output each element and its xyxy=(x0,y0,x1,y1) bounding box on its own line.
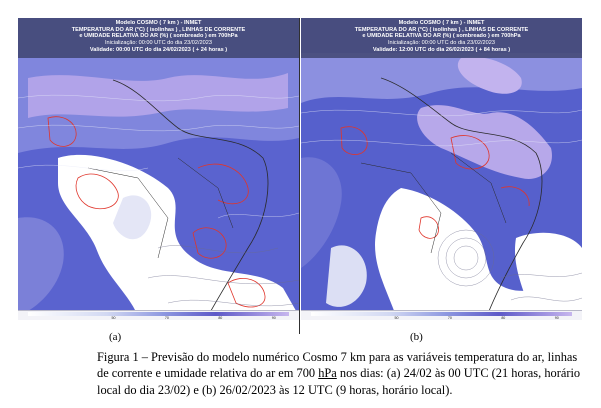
map-a-header: Modelo COSMO ( 7 km ) - INMET TEMPERATUR… xyxy=(18,18,299,58)
figure-caption: Figura 1 – Previsão do modelo numérico C… xyxy=(97,349,597,398)
colorbar-tick: 90 xyxy=(271,316,276,320)
colorbar-tick: 90 xyxy=(554,316,559,320)
header-line: Modelo COSMO ( 7 km ) - INMET xyxy=(115,20,202,26)
map-panel-a: Modelo COSMO ( 7 km ) - INMET TEMPERATUR… xyxy=(18,18,299,316)
panel-label-a: (a) xyxy=(109,331,122,343)
colorbar-tick: 70 xyxy=(447,316,452,320)
panel-divider xyxy=(299,18,300,334)
colorbar-tick: 70 xyxy=(164,316,169,320)
caption-unit: hPa xyxy=(318,366,337,381)
colorbar-tick: 80 xyxy=(218,316,223,320)
header-line: Validade: 00:00 UTC do dia 24/02/2023 ( … xyxy=(89,46,228,53)
header-line: Inicialização: 00:00 UTC do dia 23/02/20… xyxy=(105,40,212,47)
colorbar-ramp xyxy=(28,312,289,316)
header-line: TEMPERATURA DO AR (°C) ( isolinhas ) , L… xyxy=(354,26,529,33)
map-panel-b: Modelo COSMO ( 7 km ) - INMET TEMPERATUR… xyxy=(301,18,582,316)
colorbar-b: 50 70 80 90 xyxy=(301,310,582,320)
colorbar-ramp xyxy=(311,312,572,316)
caption-line: local do dia 23/02) e (b) 26/02/2023 às … xyxy=(97,382,453,397)
map-b-field xyxy=(301,18,582,316)
header-line: Inicialização: 00:00 UTC do dia 23/02/20… xyxy=(388,40,495,47)
map-a-field xyxy=(18,18,299,316)
caption-line: de corrente e umidade relativa do ar em … xyxy=(97,365,597,381)
panel-label-b: (b) xyxy=(410,331,423,343)
colorbar-tick: 50 xyxy=(111,316,116,320)
colorbar-tick: 80 xyxy=(501,316,506,320)
caption-text: nos dias: (a) 24/02 às 00 UTC (21 horas,… xyxy=(336,366,581,381)
colorbar-a: 50 70 80 90 xyxy=(18,310,299,320)
header-line: Modelo COSMO ( 7 km ) - INMET xyxy=(398,20,485,26)
header-line: e UMIDADE RELATIVA DO AR (%) ( sombreado… xyxy=(79,33,238,40)
header-line: e UMIDADE RELATIVA DO AR (%) ( sombreado… xyxy=(362,33,521,40)
header-line: Validade: 12:00 UTC do dia 26/02/2023 ( … xyxy=(372,46,511,53)
caption-text: de corrente e umidade relativa do ar em … xyxy=(97,366,319,381)
caption-line: Figura 1 – Previsão do modelo numérico C… xyxy=(97,350,578,364)
header-line: TEMPERATURA DO AR (°C) ( isolinhas ) , L… xyxy=(71,26,246,33)
map-b-header: Modelo COSMO ( 7 km ) - INMET TEMPERATUR… xyxy=(301,18,582,58)
colorbar-tick: 50 xyxy=(394,316,399,320)
